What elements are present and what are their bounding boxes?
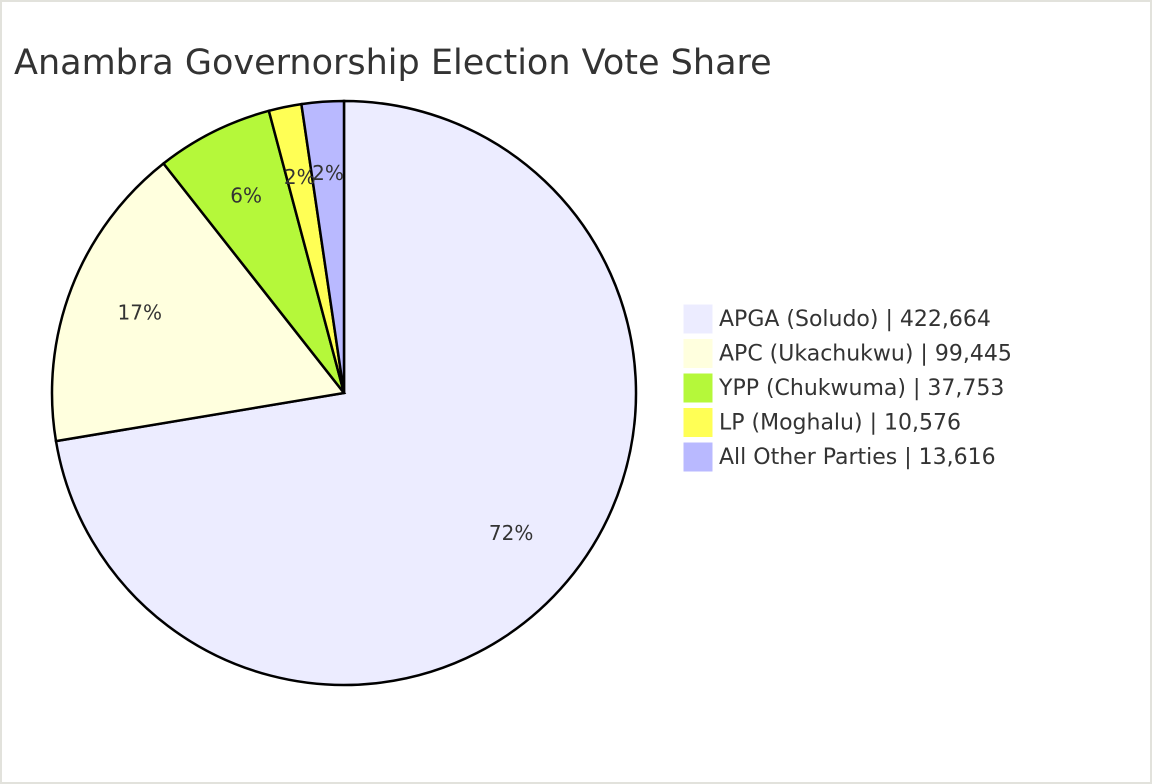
slice-label: 6% bbox=[230, 184, 262, 208]
legend-swatch bbox=[683, 373, 713, 403]
pie-slice bbox=[50, 161, 347, 443]
legend-swatch bbox=[683, 442, 713, 472]
slice-label: 17% bbox=[118, 300, 162, 324]
legend-label: LP (Moghalu) | 10,576 bbox=[719, 411, 961, 436]
legend-label: APGA (Soludo) | 422,664 bbox=[719, 307, 991, 332]
legend-swatch bbox=[683, 408, 713, 437]
legend-swatch bbox=[683, 339, 713, 368]
legend-label: All Other Parties | 13,616 bbox=[719, 445, 996, 470]
legend-label: YPP (Chukwuma) | 37,753 bbox=[718, 376, 1004, 401]
slice-label: 2% bbox=[312, 161, 344, 185]
pie-slice bbox=[54, 99, 638, 687]
legend-swatch bbox=[683, 304, 713, 334]
slice-label: 72% bbox=[489, 521, 533, 545]
pie-slice bbox=[161, 109, 346, 394]
chart-title: Anambra Governorship Election Vote Share bbox=[14, 43, 772, 83]
legend-label: APC (Ukachukwu) | 99,445 bbox=[719, 342, 1012, 367]
pie-slice bbox=[299, 99, 346, 394]
slice-label: 2% bbox=[284, 165, 316, 189]
